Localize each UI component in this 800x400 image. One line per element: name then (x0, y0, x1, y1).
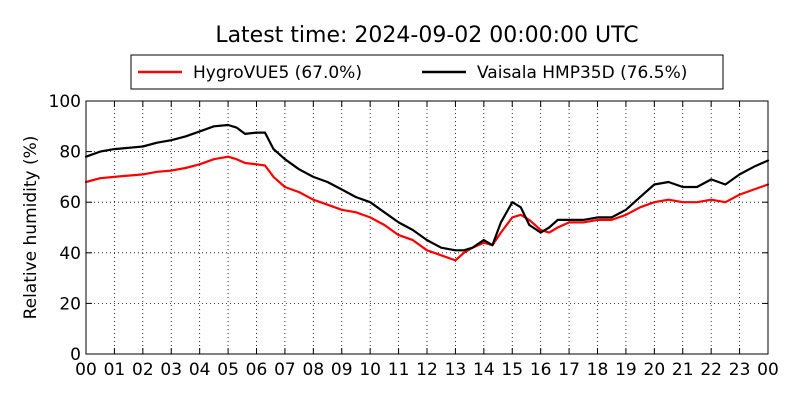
legend-label-vaisala: Vaisala HMP35D (76.5%) (477, 63, 687, 83)
series-lines (84, 123, 770, 262)
x-tick-label: 03 (160, 360, 182, 380)
axis-ticks: 00 01 02 03 04 05 06 07 08 09 10 11 12 13 14 15 16 17 18 19… (49, 92, 779, 380)
x-tick-label: 00 (75, 360, 97, 380)
y-tick-label: 40 (59, 244, 81, 264)
x-tick-label: 18 (587, 360, 609, 380)
x-tick-label: 14 (473, 360, 495, 380)
x-tick-label: 08 (303, 360, 325, 380)
legend-label-hygrovue5: HygroVUE5 (67.0%) (193, 63, 362, 83)
x-tick-label: 09 (331, 360, 353, 380)
x-tick-label: 22 (700, 360, 722, 380)
x-tick-label: 10 (359, 360, 381, 380)
y-tick-label: 60 (59, 193, 81, 213)
y-axis-label: Relative humidity (%) (21, 136, 41, 320)
x-tick-label: 21 (672, 360, 694, 380)
grid-lines (86, 101, 768, 354)
x-tick-label: 17 (558, 360, 580, 380)
y-tick-label: 0 (70, 345, 81, 365)
x-tick-label: 11 (388, 360, 410, 380)
chart-legend: HygroVUE5 (67.0%) Vaisala HMP35D (76.5%) (130, 54, 724, 90)
x-tick-label: 02 (132, 360, 154, 380)
y-tick-label: 100 (49, 92, 81, 112)
x-tick-label: 19 (615, 360, 637, 380)
x-tick-label: 06 (246, 360, 268, 380)
plot-area-frame (85, 100, 769, 355)
x-tick-label: 15 (501, 360, 523, 380)
x-tick-label: 00 (757, 360, 779, 380)
y-tick-label: 80 (59, 143, 81, 163)
x-tick-label: 07 (274, 360, 296, 380)
x-tick-label: 16 (530, 360, 552, 380)
y-tick-label: 20 (59, 294, 81, 314)
series-line-hygrovue5 (84, 155, 770, 262)
x-tick-label: 20 (644, 360, 666, 380)
chart-title: Latest time: 2024-09-02 00:00:00 UTC (215, 23, 638, 48)
x-tick-label: 23 (729, 360, 751, 380)
series-line-vaisala (84, 123, 770, 252)
x-tick-label: 04 (189, 360, 211, 380)
x-tick-label: 01 (104, 360, 126, 380)
x-tick-label: 13 (445, 360, 467, 380)
x-tick-label: 05 (217, 360, 239, 380)
x-tick-label: 12 (416, 360, 438, 380)
